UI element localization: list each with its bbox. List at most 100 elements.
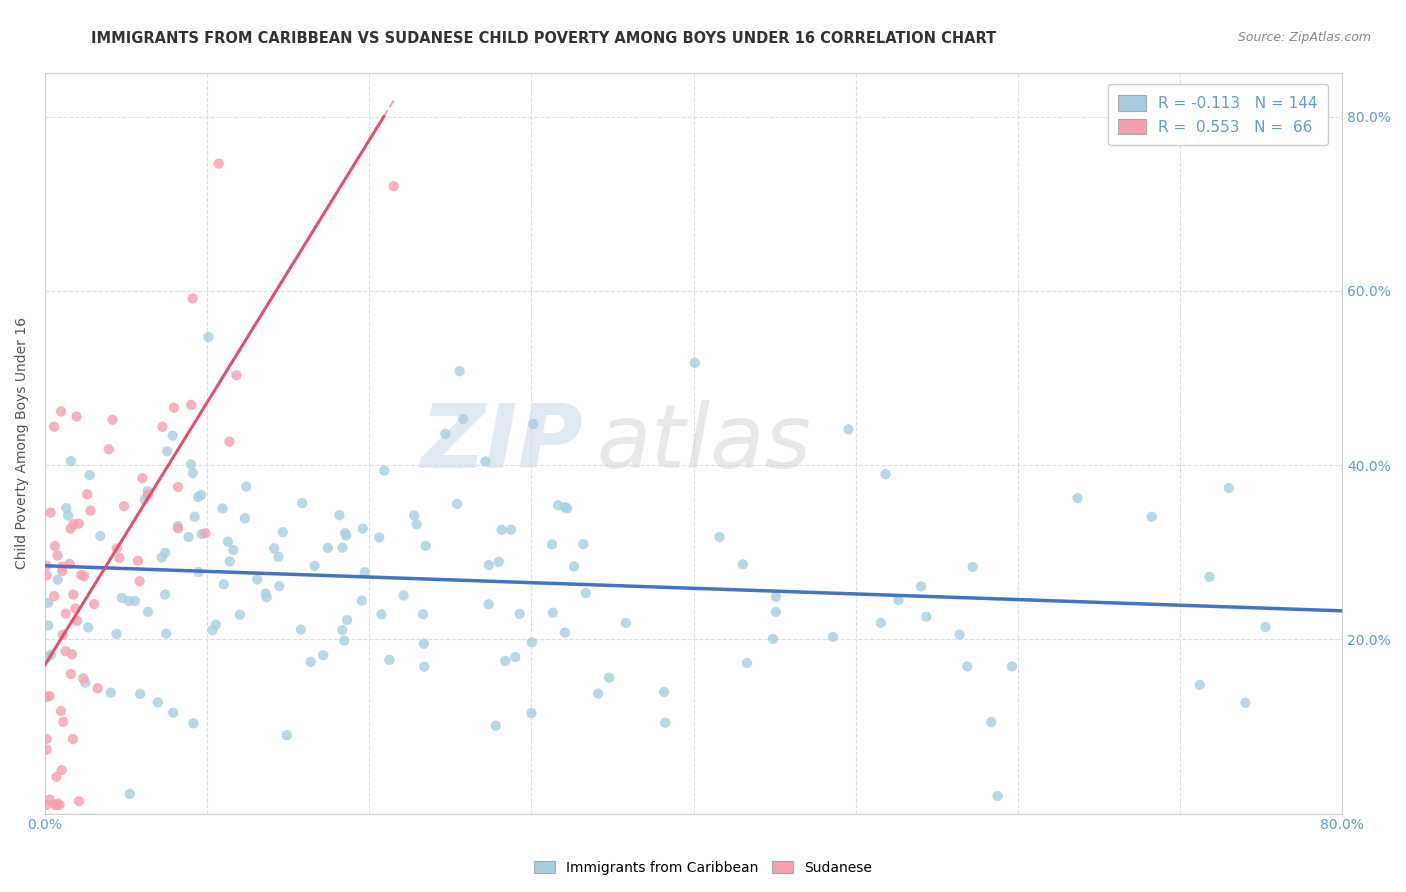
Point — [128, 574, 150, 589]
Point — [127, 554, 149, 568]
Point — [382, 179, 405, 194]
Point — [181, 292, 204, 306]
Point — [328, 508, 350, 523]
Point — [190, 488, 212, 502]
Point — [72, 672, 94, 686]
Point — [59, 454, 82, 468]
Point — [1001, 659, 1024, 673]
Point — [1188, 678, 1211, 692]
Point — [56, 508, 79, 523]
Y-axis label: Child Poverty Among Boys Under 16: Child Poverty Among Boys Under 16 — [15, 318, 30, 569]
Point — [66, 614, 89, 628]
Point — [336, 613, 359, 627]
Point — [505, 650, 527, 665]
Point — [153, 587, 176, 601]
Point — [229, 607, 252, 622]
Point — [76, 487, 98, 501]
Point — [205, 617, 228, 632]
Point — [246, 573, 269, 587]
Point — [413, 659, 436, 673]
Point — [683, 356, 706, 370]
Point — [167, 480, 190, 494]
Point — [59, 557, 82, 571]
Point — [66, 409, 89, 424]
Point — [233, 511, 256, 525]
Point — [108, 550, 131, 565]
Point — [316, 541, 339, 555]
Point — [35, 731, 58, 746]
Point — [37, 618, 59, 632]
Point — [136, 484, 159, 499]
Point — [62, 517, 84, 532]
Point — [765, 590, 787, 604]
Point — [478, 597, 501, 611]
Point — [46, 573, 69, 587]
Point — [208, 156, 231, 170]
Point — [162, 428, 184, 442]
Point — [155, 626, 177, 640]
Point — [79, 503, 101, 517]
Point — [136, 605, 159, 619]
Point — [35, 797, 58, 812]
Point — [350, 593, 373, 607]
Point — [837, 422, 859, 436]
Point — [555, 501, 578, 516]
Point — [49, 404, 72, 418]
Point — [118, 787, 141, 801]
Point — [1066, 491, 1088, 505]
Point — [152, 419, 174, 434]
Point — [180, 398, 202, 412]
Point — [1198, 570, 1220, 584]
Point — [62, 588, 84, 602]
Point — [405, 517, 427, 532]
Point — [197, 330, 219, 344]
Point — [49, 704, 72, 718]
Point — [55, 607, 77, 621]
Point — [1254, 620, 1277, 634]
Point — [765, 605, 787, 619]
Point — [111, 591, 134, 605]
Point — [97, 442, 120, 457]
Point — [987, 789, 1010, 804]
Point — [146, 696, 169, 710]
Point — [218, 434, 240, 449]
Point — [491, 523, 513, 537]
Point — [201, 623, 224, 637]
Point — [276, 728, 298, 742]
Point — [39, 648, 62, 662]
Point — [474, 454, 496, 468]
Point — [541, 537, 564, 551]
Point — [35, 742, 58, 756]
Point — [48, 797, 70, 812]
Point — [541, 606, 564, 620]
Point — [44, 539, 66, 553]
Point — [1140, 509, 1163, 524]
Point — [956, 659, 979, 673]
Point — [235, 479, 257, 493]
Point — [35, 568, 58, 582]
Point — [129, 687, 152, 701]
Point — [267, 549, 290, 564]
Point — [180, 458, 202, 472]
Point — [485, 719, 508, 733]
Point — [598, 671, 620, 685]
Point — [187, 490, 209, 504]
Point — [915, 609, 938, 624]
Point — [83, 597, 105, 611]
Point — [554, 500, 576, 515]
Point — [263, 541, 285, 556]
Point — [446, 497, 468, 511]
Text: ZIP: ZIP — [420, 400, 583, 487]
Point — [177, 530, 200, 544]
Point — [60, 647, 83, 661]
Point — [222, 543, 245, 558]
Point — [271, 525, 294, 540]
Point — [731, 558, 754, 572]
Point — [225, 368, 247, 383]
Point — [194, 526, 217, 541]
Point — [211, 501, 233, 516]
Point — [212, 577, 235, 591]
Point — [42, 419, 65, 434]
Point — [335, 528, 357, 542]
Point — [291, 496, 314, 510]
